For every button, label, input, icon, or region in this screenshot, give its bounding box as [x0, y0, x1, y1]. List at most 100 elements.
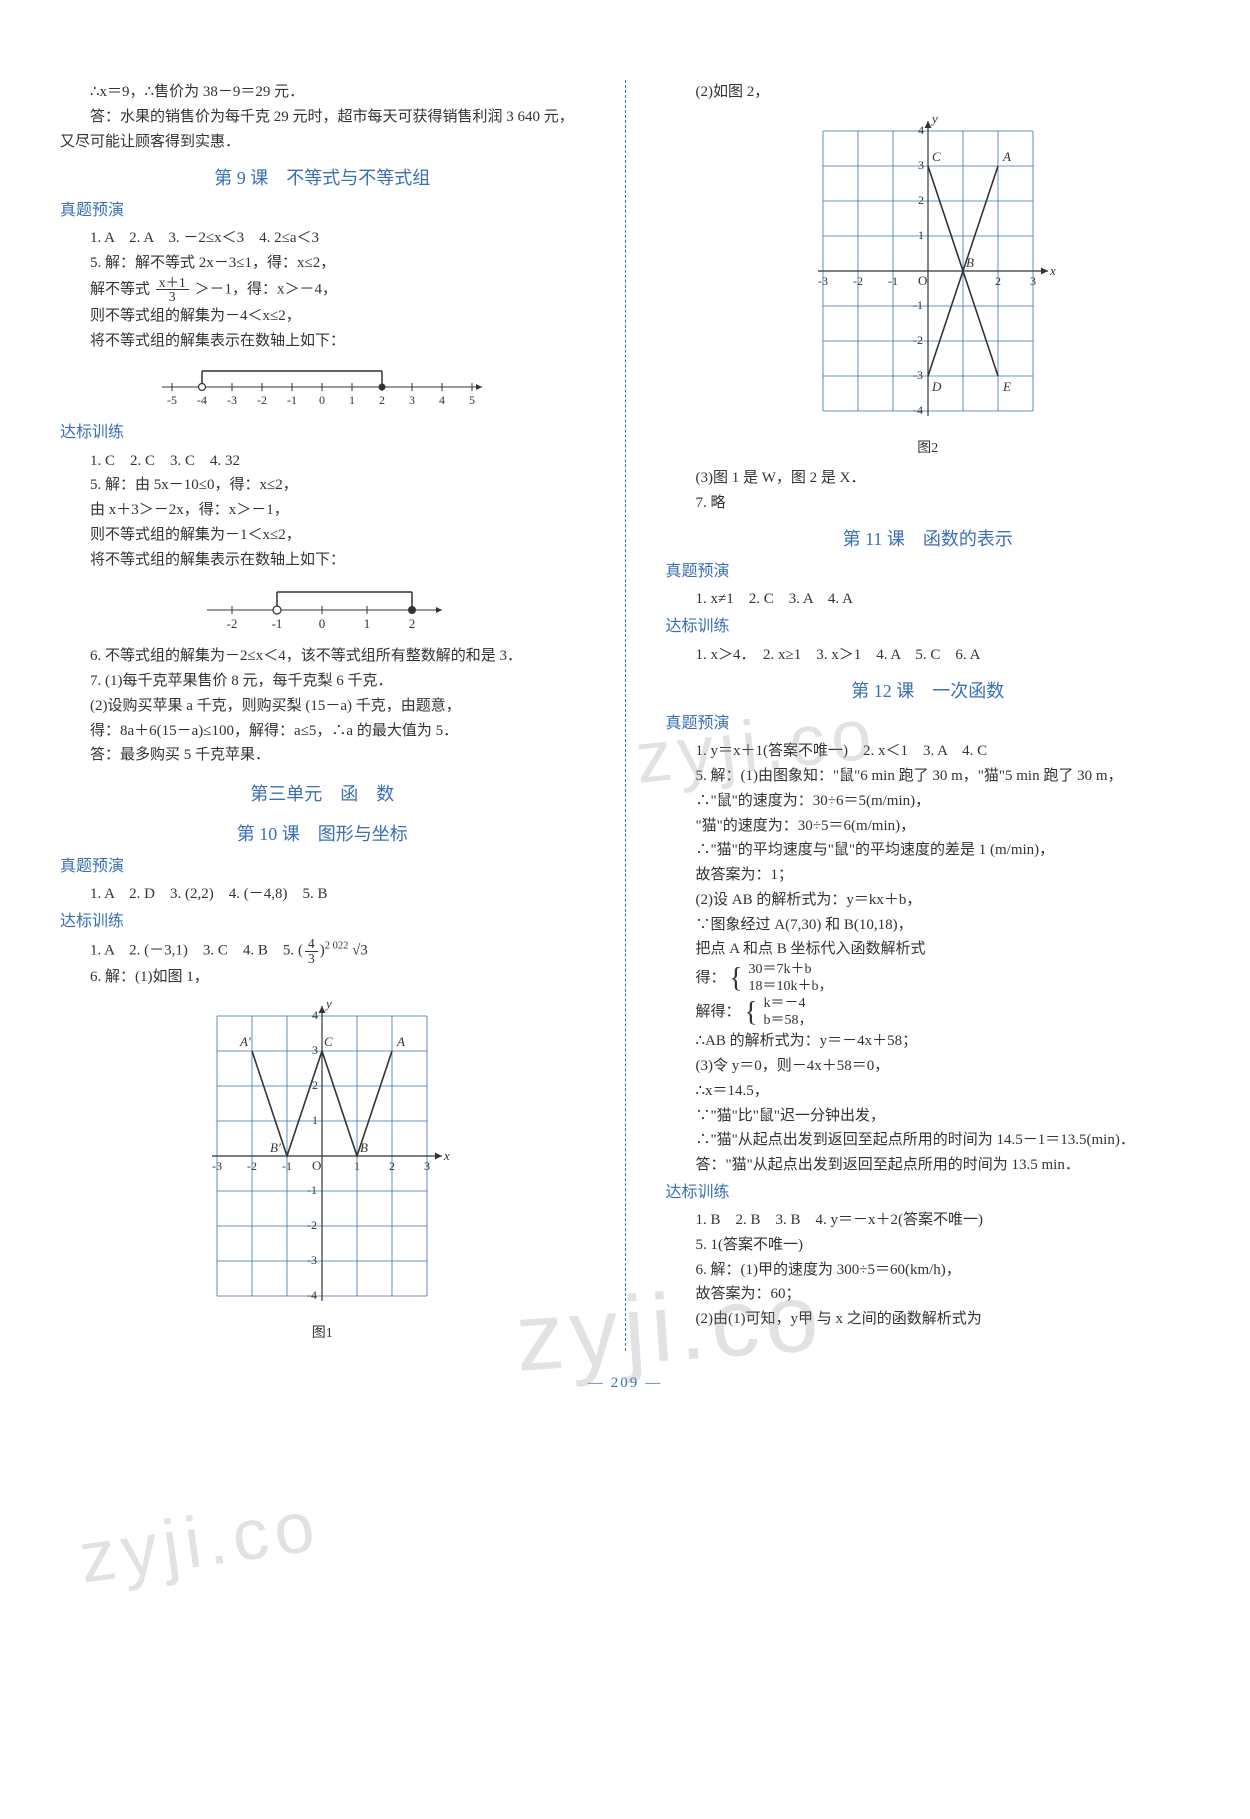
svg-text:y: y — [930, 111, 938, 126]
eq2-body: k＝－4 b＝58， — [763, 996, 812, 1030]
frac-den: 3 — [305, 952, 318, 966]
eq1-body: 30＝7k＋b 18＝10k＋b， — [748, 962, 832, 996]
l12-z-5c: "猫"的速度为：30÷5＝6(m/min)， — [696, 814, 1191, 839]
zhenti-heading-11: 真题预演 — [666, 559, 1191, 585]
l12-d-5: 5. 1(答案不唯一) — [696, 1233, 1191, 1258]
l11-zhenti-1: 1. x≠1 2. C 3. A 4. A — [696, 587, 1191, 612]
svg-text:3: 3 — [312, 1043, 318, 1057]
svg-text:-2: -2 — [227, 616, 238, 631]
zhenti-heading-10: 真题预演 — [60, 854, 585, 880]
svg-text:C: C — [932, 149, 941, 164]
svg-text:B′: B′ — [270, 1140, 281, 1155]
l11-zhenti: 1. x≠1 2. C 3. A 4. A — [666, 587, 1191, 612]
svg-text:B: B — [360, 1140, 368, 1155]
unit-3-title: 第三单元 函 数 — [60, 780, 585, 810]
lesson-11-title: 第 11 课 函数的表示 — [666, 525, 1191, 555]
l9-zhenti-5b: 解不等式 x＋1 3 ＞－1，得：x＞－4， — [90, 276, 585, 304]
svg-text:y: y — [324, 996, 332, 1011]
svg-text:2: 2 — [995, 274, 1001, 288]
l10-zhenti-1: 1. A 2. D 3. (2,2) 4. (－4,8) 5. B — [90, 882, 585, 907]
svg-text:-3: -3 — [913, 368, 923, 382]
svg-text:1: 1 — [312, 1113, 318, 1127]
svg-text:-1: -1 — [287, 393, 297, 407]
svg-text:-2: -2 — [307, 1218, 317, 1232]
l9-dabiao-7d: 答：最多购买 5 千克苹果． — [60, 743, 585, 768]
r-opening: (2)如图 2， — [666, 80, 1191, 105]
svg-text:-2: -2 — [257, 393, 267, 407]
lesson-9-title: 第 9 课 不等式与不等式组 — [60, 164, 585, 194]
watermark-text: zyji.co — [72, 1467, 328, 1618]
l9-dabiao-5d: 将不等式组的解集表示在数轴上如下： — [90, 548, 585, 573]
svg-text:-4: -4 — [913, 403, 923, 417]
l12-z-5e: 故答案为：1； — [696, 863, 1191, 888]
svg-text:-4: -4 — [307, 1288, 317, 1302]
l12-d-1: 1. B 2. B 3. B 4. y＝－x＋2(答案不唯一) — [696, 1208, 1191, 1233]
eq2b: b＝58 — [763, 1013, 798, 1028]
fraction-icon: 4 3 — [305, 937, 318, 965]
dabiao-heading-9: 达标训练 — [60, 420, 585, 446]
svg-text:-1: -1 — [272, 616, 283, 631]
svg-text:E: E — [1002, 379, 1011, 394]
svg-text:-2: -2 — [853, 274, 863, 288]
eq2-pre: 解得： — [696, 1004, 741, 1020]
l11-dabiao: 1. x＞4． 2. x≥1 3. x＞1 4. A 5. C 6. A — [666, 643, 1191, 668]
l9-dabiao-5b: 由 x＋3＞－2x，得：x＞－1， — [90, 498, 585, 523]
l12-dabiao: 1. B 2. B 3. B 4. y＝－x＋2(答案不唯一) 5. 1(答案不… — [666, 1208, 1191, 1332]
svg-text:x: x — [1049, 263, 1056, 278]
svg-text:-1: -1 — [307, 1183, 317, 1197]
l12-z-5a: 5. 解：(1)由图象知："鼠"6 min 跑了 30 m，"猫"5 min 跑… — [696, 764, 1191, 789]
coordinate-graph-1: xy O -3-2-1 123 1234 -1-2-3-4 A′CA B′B — [192, 996, 452, 1316]
l9-dabiao-7a: 7. (1)每千克苹果售价 8 元，每千克梨 6 千克． — [60, 669, 585, 694]
l12-d-6c: (2)由(1)可知，y甲 与 x 之间的函数解析式为 — [696, 1307, 1191, 1332]
svg-text:-1: -1 — [888, 274, 898, 288]
l9-dabiao-5c: 则不等式组的解集为－1＜x≤2， — [90, 523, 585, 548]
svg-text:0: 0 — [319, 616, 326, 631]
l9-dabiao-7b: (2)设购买苹果 a 千克，则购买梨 (15－a) 千克，由题意， — [60, 694, 585, 719]
graph2-caption: 图2 — [666, 437, 1191, 460]
svg-text:B: B — [966, 255, 974, 270]
page-number: 209 — [60, 1371, 1190, 1396]
l12-z-5f: (2)设 AB 的解析式为：y＝kx＋b， — [696, 888, 1191, 913]
left-brace-icon: { — [729, 965, 742, 993]
svg-text:1: 1 — [918, 228, 924, 242]
l10-d1-post: √3 — [352, 943, 368, 959]
opening-line-2: 答：水果的销售价为每千克 29 元时，超市每天可获得销售利润 3 640 元，又… — [60, 105, 585, 155]
exp: 2 022 — [325, 941, 349, 952]
left-brace-icon: { — [744, 999, 757, 1027]
l12-z-eq2: 解得： { k＝－4 b＝58， — [696, 996, 1191, 1030]
l12-z-5n: ∵"猫"比"鼠"迟一分钟出发， — [696, 1104, 1191, 1129]
svg-text:4: 4 — [312, 1008, 318, 1022]
l11-dabiao-1: 1. x＞4． 2. x≥1 3. x＞1 4. A 5. C 6. A — [696, 643, 1191, 668]
l9-5b-post: ＞－1，得：x＞－4， — [195, 281, 338, 297]
right-column: (2)如图 2， xyO -3-2-1 23 1234 -1-2-3-4 — [666, 80, 1191, 1351]
graph1-caption: 图1 — [60, 1322, 585, 1345]
opening-line-1: ∴x＝9，∴售价为 38－9＝29 元． — [60, 80, 585, 105]
dabiao-heading-11: 达标训练 — [666, 614, 1191, 640]
l9-dabiao-7c: 得：8a＋6(15－a)≤100，解得：a≤5，∴a 的最大值为 5． — [60, 719, 585, 744]
frac-num: 4 — [305, 937, 318, 952]
svg-text:3: 3 — [1030, 274, 1036, 288]
svg-text:x: x — [443, 1148, 450, 1163]
svg-text:3: 3 — [409, 393, 415, 407]
svg-text:5: 5 — [469, 393, 475, 407]
svg-text:2: 2 — [379, 393, 385, 407]
l10-dabiao-6: 6. 解：(1)如图 1， — [90, 965, 585, 990]
l10-d1-pre: 1. A 2. (－3,1) 3. C 4. B 5. — [90, 943, 298, 959]
eq1a: 30＝7k＋b — [748, 962, 811, 977]
svg-text:-3: -3 — [212, 1159, 222, 1173]
numberline-1: -5 -4 -3 -2 -1 0 1 2 3 4 5 — [152, 359, 492, 414]
l12-z-5m: ∴x＝14.5， — [696, 1079, 1191, 1104]
l12-z-5k: ∴AB 的解析式为：y＝－4x＋58； — [696, 1029, 1191, 1054]
svg-text:-5: -5 — [167, 393, 177, 407]
svg-text:1: 1 — [349, 393, 355, 407]
svg-text:A′: A′ — [239, 1034, 251, 1049]
l12-z-5l: (3)令 y＝0，则－4x＋58＝0， — [696, 1054, 1191, 1079]
lesson-12-title: 第 12 课 一次函数 — [666, 677, 1191, 707]
zhenti-heading-12: 真题预演 — [666, 711, 1191, 737]
svg-text:2: 2 — [409, 616, 416, 631]
svg-text:C: C — [324, 1034, 333, 1049]
l9-zhenti-5c: 则不等式组的解集为－4＜x≤2， — [90, 304, 585, 329]
l9-dabiao-1: 1. C 2. C 3. C 4. 32 — [90, 449, 585, 474]
svg-text:-2: -2 — [913, 333, 923, 347]
svg-text:3: 3 — [918, 158, 924, 172]
